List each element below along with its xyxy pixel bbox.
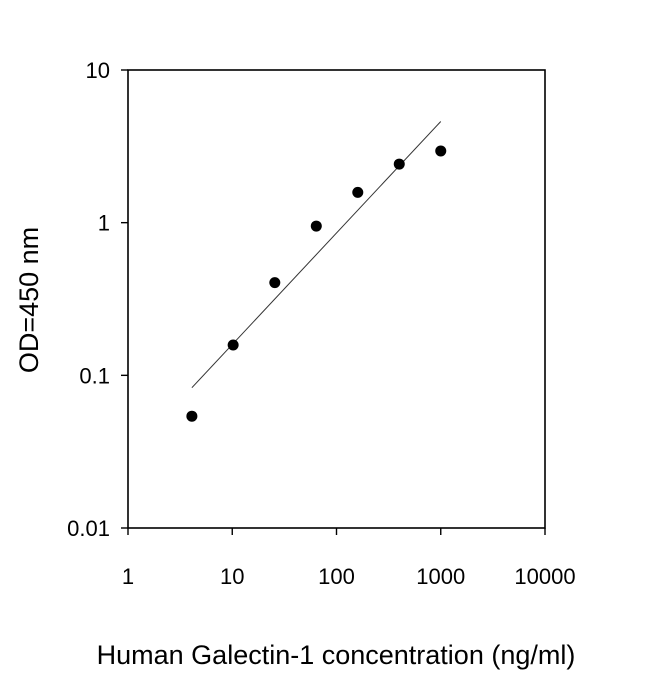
y-axis-ticks: 0.01 0.1 1 10: [67, 58, 128, 541]
data-point: [352, 186, 364, 198]
data-point: [435, 145, 447, 157]
plot-frame: [127, 69, 546, 529]
data-points: [186, 145, 447, 422]
data-point: [269, 277, 281, 289]
y-tick-label: 0.1: [79, 363, 110, 388]
x-tick-label: 100: [318, 564, 355, 589]
x-tick-label: 10: [220, 564, 244, 589]
data-point: [186, 410, 198, 422]
x-tick-label: 1000: [416, 564, 465, 589]
x-tick-label: 10000: [514, 564, 575, 589]
y-axis-title: OD=450 nm: [14, 227, 44, 373]
data-point: [227, 339, 239, 351]
y-tick-label: 1: [98, 211, 110, 236]
data-point: [310, 220, 322, 232]
x-axis-title: Human Galectin-1 concentration (ng/ml): [97, 640, 576, 670]
y-tick-label: 10: [86, 58, 110, 83]
x-tick-label: 1: [122, 564, 134, 589]
data-point: [393, 158, 405, 170]
x-axis-ticks: 1 10 100 1000 10000: [122, 528, 576, 589]
y-tick-label: 0.01: [67, 516, 110, 541]
